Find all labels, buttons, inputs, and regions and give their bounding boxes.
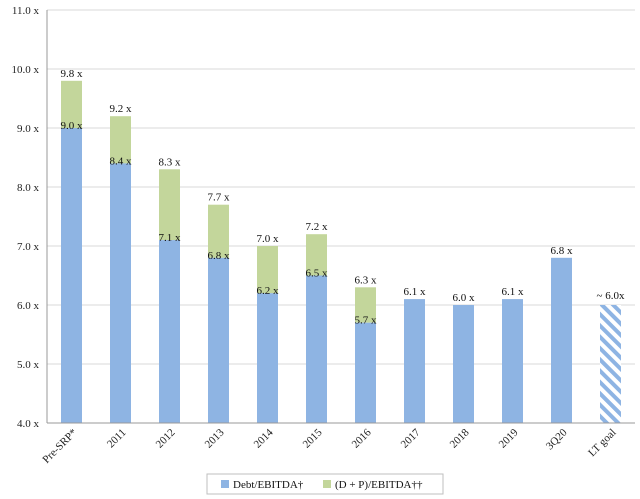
bar-debt-ebitda (453, 305, 474, 423)
x-axis: Pre-SRP* 2011 2012 2013 2014 2015 2016 2017 2018… (40, 422, 635, 466)
data-label-total: 6.3 x (355, 274, 378, 286)
data-label-base: 8.4 x (110, 155, 133, 167)
y-tick-label: 9.0 x (17, 123, 40, 135)
bar-debt-ebitda (551, 257, 572, 423)
data-label-goal: ~ 6.0x (597, 290, 625, 302)
legend-swatch-debt (221, 480, 229, 488)
y-tick-label: 4.0 x (17, 418, 40, 430)
bar-d-plus-p (355, 287, 376, 323)
bar-debt-ebitda (502, 299, 523, 423)
bars (61, 80, 621, 423)
y-axis: 4.0 x 5.0 x 6.0 x 7.0 x 8.0 x 9.0 x 10.0 x 11.0… (12, 5, 48, 430)
data-label-total: 8.3 x (159, 156, 182, 168)
data-label-base: 6.1 x (502, 286, 525, 298)
bar-d-plus-p (208, 204, 229, 258)
y-tick-label: 10.0 x (12, 64, 40, 76)
y-tick-label: 5.0 x (17, 359, 40, 371)
bar-debt-ebitda (355, 322, 376, 423)
bar-lt-goal (600, 305, 621, 423)
data-label-base: 9.0 x (61, 120, 84, 132)
x-tick-label: 2018 (448, 426, 472, 450)
data-label-base: 6.1 x (404, 286, 427, 298)
x-tick-label: 3Q20 (544, 426, 570, 452)
data-label-total: 9.2 x (110, 103, 133, 115)
data-label-base: 5.7 x (355, 315, 378, 327)
y-tick-label: 11.0 x (12, 5, 40, 17)
data-label-base: 6.2 x (257, 285, 280, 297)
y-tick-label: 6.0 x (17, 300, 40, 312)
data-label-total: 7.0 x (257, 233, 280, 245)
y-tick-label: 8.0 x (17, 182, 40, 194)
data-labels: 9.8 x 9.0 x 9.2 x 8.4 x 8.3 x 7.1 x 7.7 x 6.8 x… (61, 68, 625, 327)
data-label-base: 6.8 x (551, 245, 574, 257)
data-label-total: 7.7 x (208, 192, 231, 204)
bar-d-plus-p (61, 80, 82, 128)
y-tick-label: 7.0 x (17, 241, 40, 253)
x-tick-label: 2019 (497, 426, 521, 450)
x-tick-label: 2012 (154, 427, 178, 451)
bar-debt-ebitda (208, 257, 229, 423)
data-label-base: 6.8 x (208, 250, 231, 262)
bar-debt-ebitda (306, 275, 327, 423)
x-tick-label: 2013 (203, 426, 227, 450)
x-tick-label: LT goal (586, 427, 618, 459)
bar-debt-ebitda (61, 128, 82, 423)
legend-swatch-d-plus-p (323, 480, 331, 488)
bar-d-plus-p (110, 116, 131, 164)
bar-d-plus-p (257, 246, 278, 294)
data-label-base: 6.5 x (306, 268, 329, 280)
legend-label-d-plus-p: (D + P)/EBITDA†† (335, 479, 423, 491)
bar-d-plus-p (159, 169, 180, 241)
x-tick-label: 2015 (301, 426, 325, 450)
x-tick-label: Pre-SRP* (40, 427, 79, 466)
bar-debt-ebitda (257, 293, 278, 423)
data-label-base: 7.1 x (159, 232, 182, 244)
x-tick-label: 2011 (105, 427, 129, 451)
bar-debt-ebitda (110, 163, 131, 423)
x-tick-label: 2017 (399, 426, 423, 450)
bar-debt-ebitda (404, 299, 425, 423)
legend: Debt/EBITDA† (D + P)/EBITDA†† (206, 473, 444, 495)
legend-label-debt: Debt/EBITDA† (233, 479, 304, 491)
data-label-base: 6.0 x (453, 292, 476, 304)
data-label-total: 7.2 x (306, 221, 329, 233)
bar-debt-ebitda (159, 240, 180, 423)
bar-d-plus-p (306, 234, 327, 276)
x-tick-label: 2016 (350, 426, 374, 450)
data-label-total: 9.8 x (61, 68, 84, 80)
x-tick-label: 2014 (252, 426, 276, 450)
gridlines (47, 9, 635, 424)
